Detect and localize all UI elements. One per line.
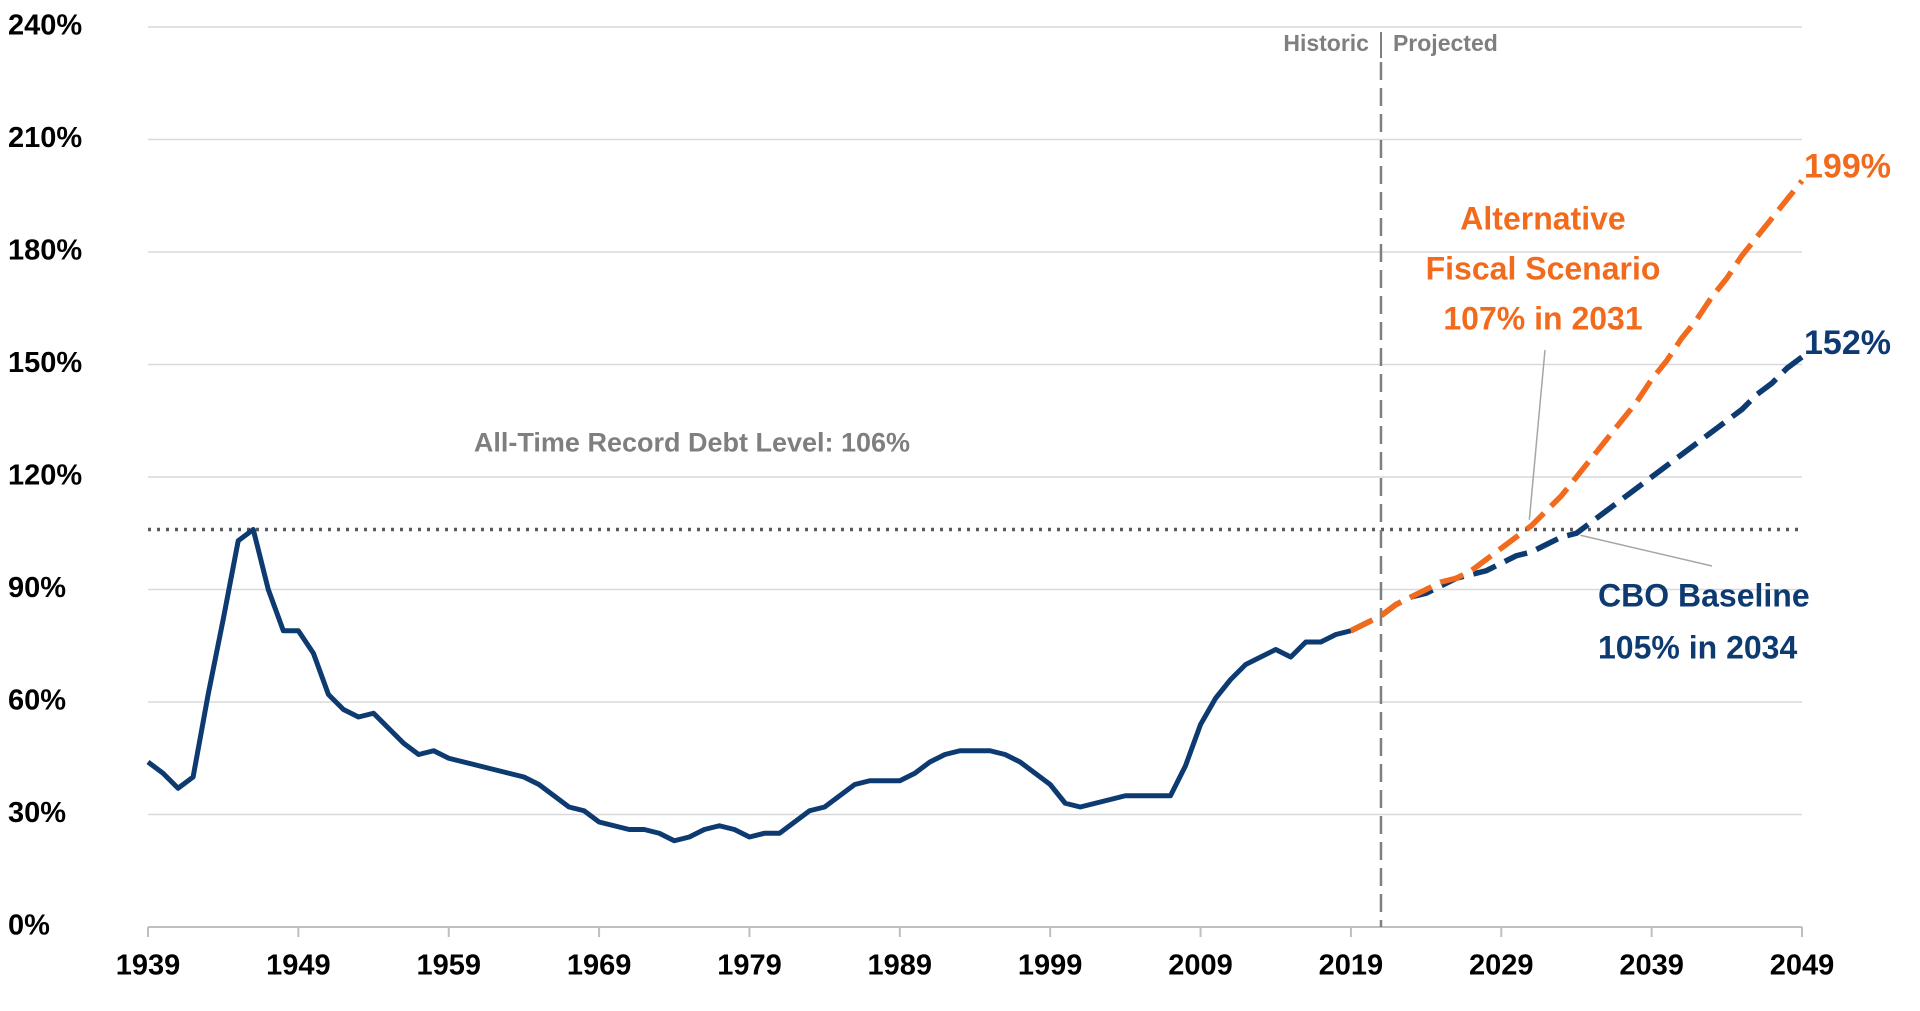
callout-leader xyxy=(1580,534,1713,567)
historic-label: Historic xyxy=(1283,30,1369,56)
y-tick-label: 120% xyxy=(8,460,82,492)
series-note: 105% in 2034 xyxy=(1598,629,1797,665)
x-tick-label: 1979 xyxy=(717,950,782,982)
y-tick-label: 0% xyxy=(8,910,50,942)
projected-label: Projected xyxy=(1393,30,1498,56)
series-line xyxy=(1349,354,1804,634)
series-name: Fiscal Scenario xyxy=(1426,250,1661,286)
y-tick-label: 150% xyxy=(8,347,82,379)
x-tick-label: 1939 xyxy=(116,950,181,982)
x-tick-label: 2019 xyxy=(1319,950,1384,982)
callout-leader xyxy=(1528,349,1546,520)
x-tick-label: 2029 xyxy=(1469,950,1534,982)
x-tick-label: 1989 xyxy=(868,950,933,982)
x-tick-label: 1949 xyxy=(266,950,331,982)
record-label: All-Time Record Debt Level: 106% xyxy=(474,428,910,458)
y-tick-label: 90% xyxy=(8,572,66,604)
y-tick-label: 210% xyxy=(8,122,82,154)
x-tick-label: 1959 xyxy=(416,950,481,982)
x-tick-label: 2039 xyxy=(1619,950,1684,982)
value-label: 199% xyxy=(1804,148,1891,186)
series-name: Alternative xyxy=(1460,200,1625,236)
y-tick-label: 60% xyxy=(8,685,66,717)
series-note: 107% in 2031 xyxy=(1443,300,1642,336)
y-tick-label: 30% xyxy=(8,797,66,829)
x-tick-label: 1969 xyxy=(567,950,632,982)
value-label: 152% xyxy=(1804,324,1891,362)
x-tick-label: 2049 xyxy=(1770,950,1835,982)
x-tick-label: 2009 xyxy=(1168,950,1233,982)
y-tick-label: 180% xyxy=(8,235,82,267)
series-line xyxy=(1349,179,1805,634)
y-tick-label: 240% xyxy=(8,10,82,42)
x-tick-label: 1999 xyxy=(1018,950,1083,982)
series-line xyxy=(146,527,1352,844)
series-name: CBO Baseline xyxy=(1598,577,1810,613)
